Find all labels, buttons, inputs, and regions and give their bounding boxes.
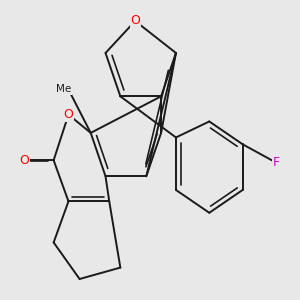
Text: Me: Me — [56, 85, 72, 94]
Text: O: O — [130, 14, 140, 28]
Text: O: O — [19, 154, 29, 167]
Text: F: F — [272, 156, 280, 169]
Text: O: O — [64, 108, 74, 121]
